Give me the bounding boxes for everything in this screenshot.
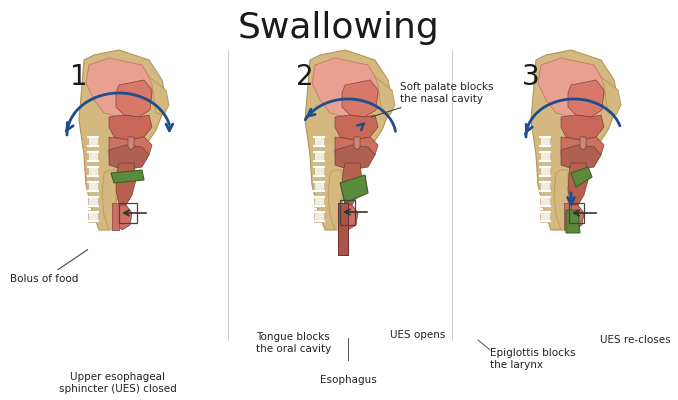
Polygon shape [601, 77, 621, 115]
Polygon shape [312, 58, 380, 120]
Polygon shape [314, 195, 324, 207]
Polygon shape [111, 170, 144, 183]
Polygon shape [561, 115, 604, 140]
Polygon shape [354, 137, 360, 150]
Polygon shape [116, 80, 152, 117]
Polygon shape [540, 180, 550, 192]
Polygon shape [305, 50, 392, 230]
Polygon shape [109, 137, 152, 165]
Polygon shape [568, 205, 584, 230]
Polygon shape [561, 145, 601, 170]
Polygon shape [314, 210, 324, 222]
Polygon shape [328, 170, 342, 230]
Polygon shape [109, 115, 152, 140]
Text: 3: 3 [522, 63, 540, 91]
Polygon shape [531, 50, 618, 230]
Text: Soft palate blocks
the nasal cavity: Soft palate blocks the nasal cavity [371, 82, 494, 117]
Polygon shape [538, 58, 606, 120]
Text: Bolus of food: Bolus of food [10, 250, 87, 284]
Polygon shape [88, 135, 98, 147]
Polygon shape [109, 145, 149, 170]
Polygon shape [335, 115, 378, 140]
Text: UES re-closes: UES re-closes [599, 335, 671, 345]
Polygon shape [88, 150, 98, 162]
Text: Epiglottis blocks
the larynx: Epiglottis blocks the larynx [490, 348, 576, 370]
Bar [119, 203, 137, 223]
Polygon shape [540, 210, 550, 222]
Text: 1: 1 [71, 63, 88, 91]
Polygon shape [540, 135, 550, 147]
Polygon shape [340, 175, 368, 203]
Polygon shape [314, 135, 324, 147]
Polygon shape [86, 58, 154, 120]
Text: 2: 2 [296, 63, 314, 91]
Polygon shape [335, 137, 378, 165]
Text: Swallowing: Swallowing [238, 11, 440, 45]
Text: Upper esophageal
sphincter (UES) closed: Upper esophageal sphincter (UES) closed [59, 372, 177, 394]
Polygon shape [571, 167, 592, 187]
Text: Esophagus: Esophagus [319, 375, 376, 385]
Polygon shape [540, 150, 550, 162]
Polygon shape [149, 77, 169, 115]
Polygon shape [342, 80, 378, 117]
Polygon shape [566, 210, 580, 233]
Polygon shape [375, 77, 395, 115]
Polygon shape [580, 137, 586, 150]
Polygon shape [561, 137, 604, 165]
Polygon shape [314, 150, 324, 162]
Polygon shape [338, 203, 345, 230]
Polygon shape [116, 163, 136, 205]
Polygon shape [554, 170, 568, 230]
Polygon shape [79, 50, 166, 230]
Polygon shape [540, 195, 550, 207]
Polygon shape [342, 163, 362, 205]
Polygon shape [314, 165, 324, 177]
Polygon shape [88, 165, 98, 177]
Polygon shape [568, 163, 588, 205]
Polygon shape [128, 137, 134, 150]
Polygon shape [314, 180, 324, 192]
Polygon shape [88, 180, 98, 192]
Polygon shape [342, 205, 358, 230]
Polygon shape [88, 210, 98, 222]
Text: UES opens: UES opens [390, 330, 445, 340]
Text: Tongue blocks
the oral cavity: Tongue blocks the oral cavity [256, 332, 332, 354]
Polygon shape [338, 203, 348, 255]
Polygon shape [112, 203, 119, 230]
Polygon shape [88, 195, 98, 207]
Polygon shape [568, 80, 604, 117]
Polygon shape [540, 165, 550, 177]
Bar [340, 200, 355, 225]
Polygon shape [564, 203, 571, 230]
Polygon shape [116, 205, 132, 230]
Polygon shape [102, 170, 116, 230]
Polygon shape [335, 145, 375, 170]
Bar [569, 203, 584, 223]
